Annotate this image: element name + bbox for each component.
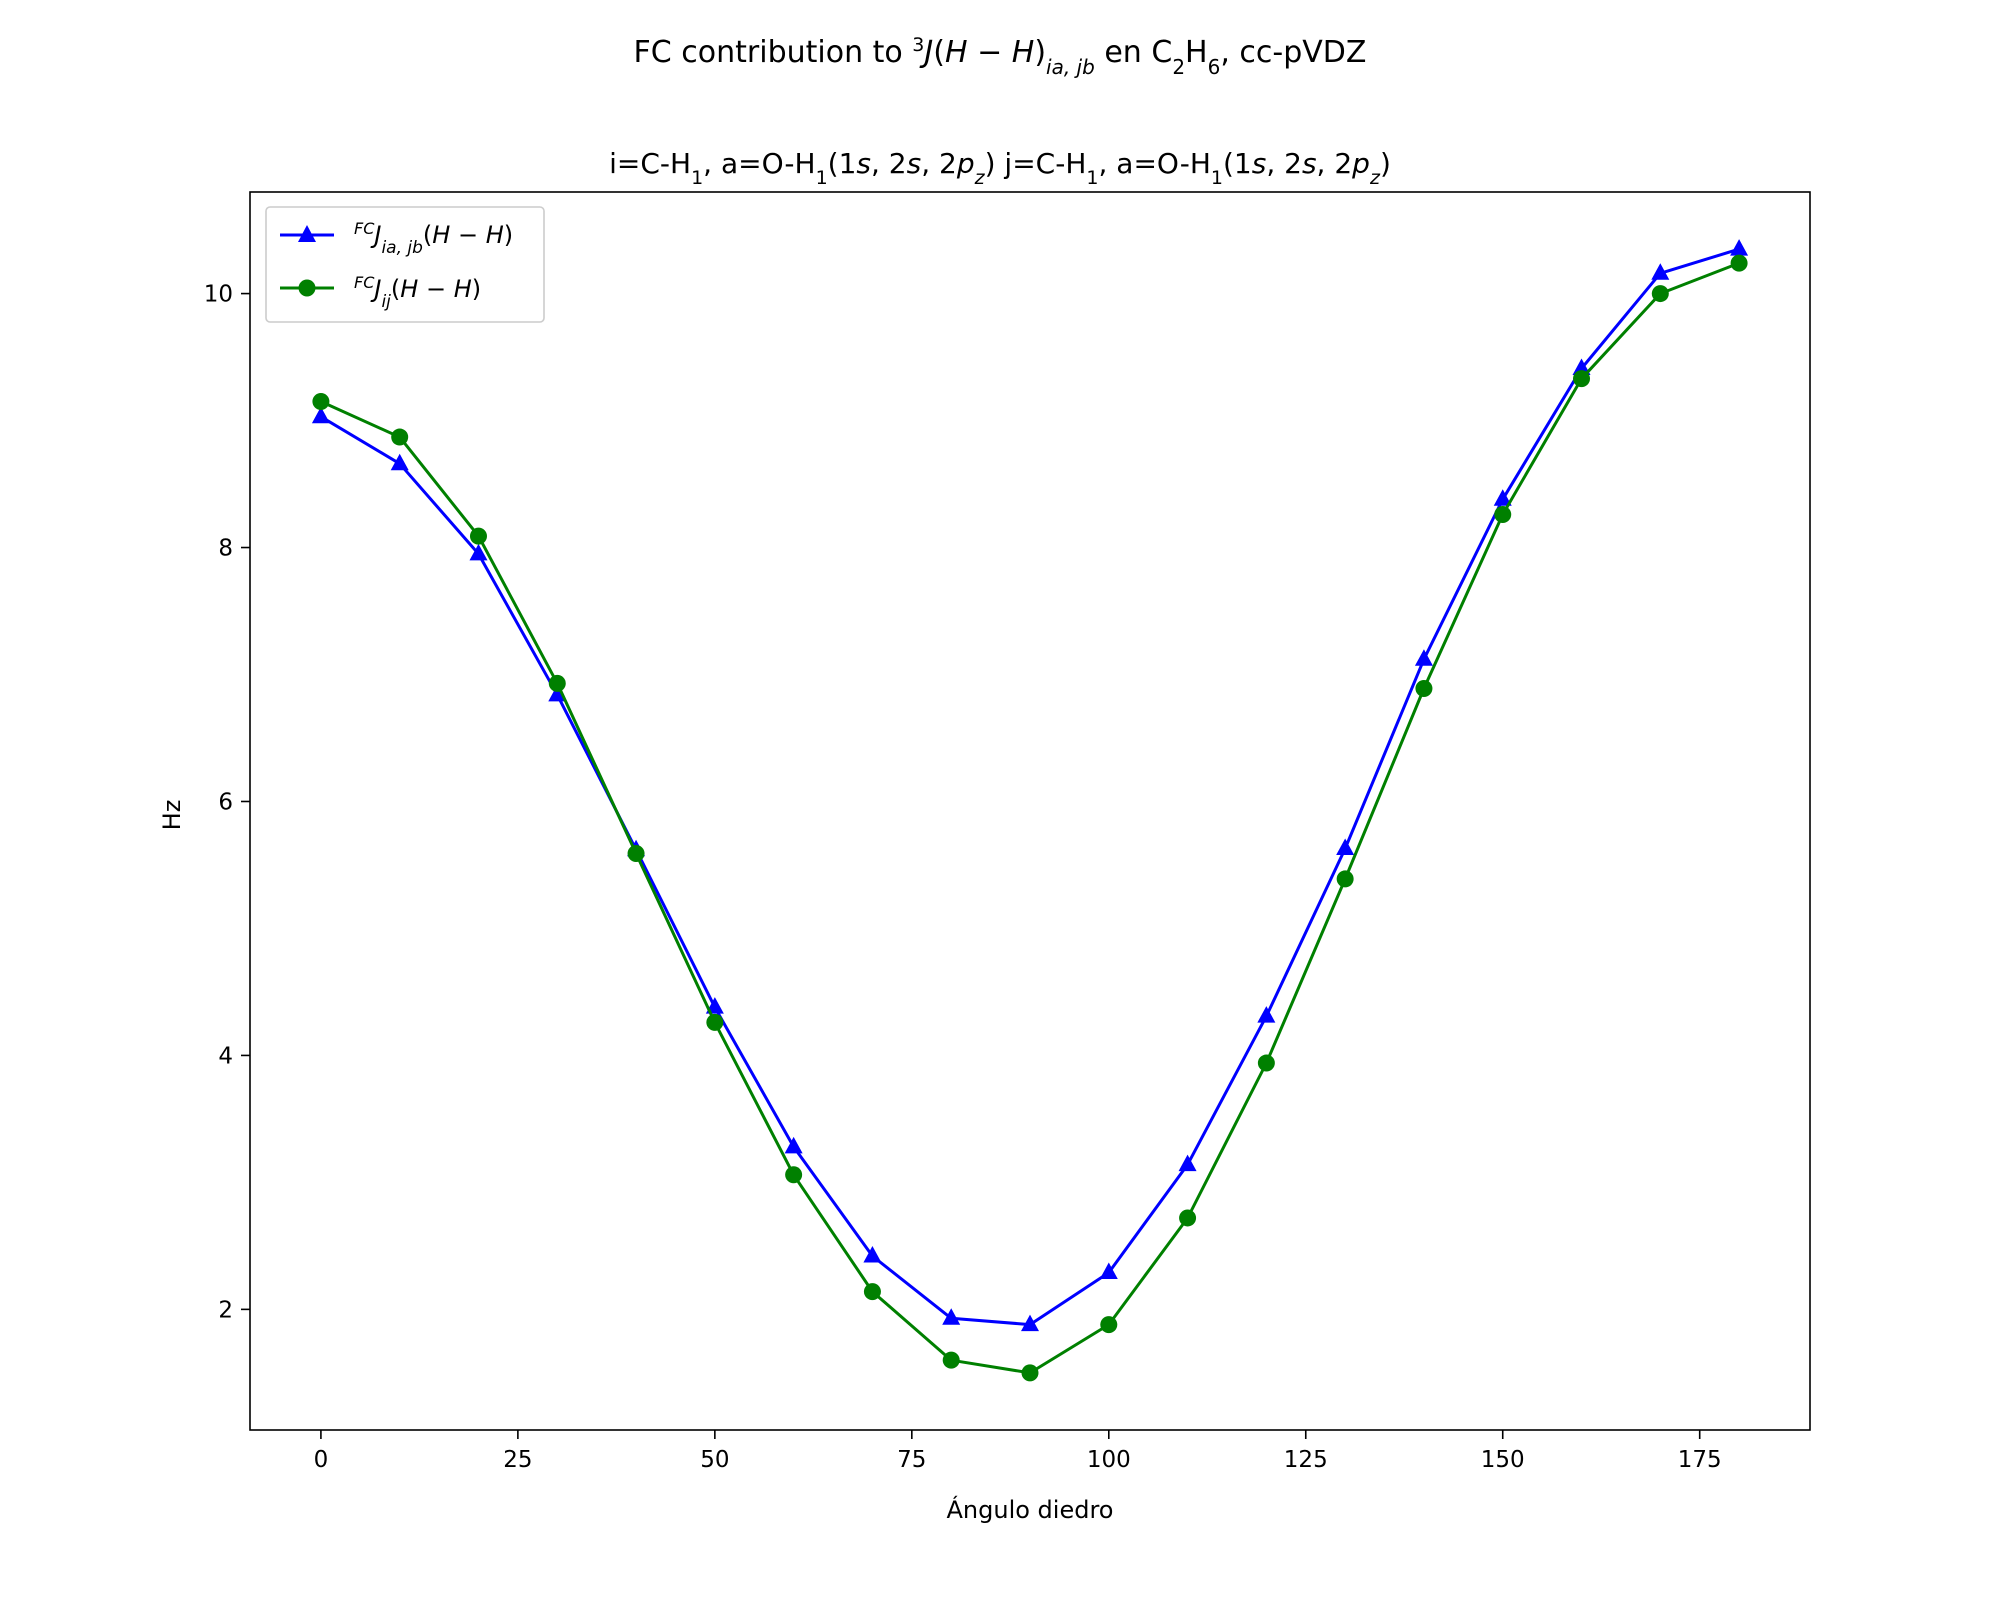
data-point-triangle — [390, 453, 409, 471]
data-point-triangle — [311, 406, 330, 424]
data-point-circle — [1257, 1054, 1275, 1072]
data-point-circle — [706, 1013, 724, 1031]
y-tick-label: 10 — [204, 282, 233, 308]
data-point-circle — [627, 845, 645, 863]
data-point-triangle — [863, 1246, 882, 1263]
series-layer — [311, 239, 1749, 1382]
x-axis: 0 25 50 75 100 125 150 175 — [314, 1430, 1722, 1473]
data-point-triangle — [1178, 1154, 1197, 1172]
x-tick-label: 75 — [897, 1447, 926, 1473]
data-point-triangle — [1572, 358, 1591, 375]
data-point-circle — [312, 393, 330, 411]
data-point-triangle — [1414, 649, 1433, 666]
data-point-circle — [469, 527, 487, 545]
data-point-triangle — [1651, 263, 1670, 280]
legend: FCJia, jb(H − H) FCJij(H − H) — [265, 206, 545, 323]
data-point-triangle — [1493, 489, 1512, 506]
data-point-circle — [1415, 679, 1433, 697]
data-point-triangle — [1021, 1314, 1039, 1332]
x-tick-label: 0 — [314, 1447, 329, 1473]
data-point-circle — [1179, 1209, 1197, 1227]
x-tick-label: 150 — [1481, 1447, 1525, 1473]
x-tick-label: 50 — [700, 1447, 729, 1473]
data-point-circle — [1100, 1316, 1118, 1334]
data-point-circle — [1336, 870, 1354, 888]
data-point-circle — [1651, 285, 1669, 303]
data-point-circle — [548, 674, 566, 692]
legend-marker-circle — [298, 279, 316, 297]
x-tick-label: 100 — [1087, 1447, 1131, 1473]
data-point-triangle — [784, 1136, 803, 1154]
y-axis-label: Hz — [158, 800, 186, 831]
data-point-triangle — [1730, 239, 1749, 256]
y-tick-label: 6 — [218, 789, 233, 815]
data-point-circle — [1494, 506, 1512, 524]
data-point-circle — [785, 1166, 803, 1184]
data-point-circle — [863, 1283, 881, 1301]
x-tick-label: 125 — [1284, 1447, 1328, 1473]
data-point-circle — [391, 428, 409, 446]
data-point-triangle — [942, 1308, 961, 1325]
x-axis-label: Ángulo diedro — [947, 1495, 1114, 1524]
data-point-circle — [1730, 254, 1748, 272]
data-point-triangle — [1099, 1262, 1118, 1280]
x-tick-label: 25 — [503, 1447, 532, 1473]
y-tick-label: 2 — [218, 1297, 233, 1323]
data-point-triangle — [1257, 1006, 1276, 1023]
data-point-circle — [1021, 1364, 1039, 1382]
legend-box — [265, 206, 545, 323]
legend-marker-triangle — [298, 225, 316, 242]
data-point-circle — [1573, 370, 1591, 388]
x-tick-label: 175 — [1678, 1447, 1722, 1473]
data-point-triangle — [1336, 838, 1355, 855]
data-point-circle — [942, 1351, 960, 1369]
data-point-triangle — [548, 684, 567, 702]
plot-area — [249, 191, 1811, 1431]
data-point-triangle — [469, 543, 488, 561]
y-axis: 2 4 6 8 10 — [204, 282, 250, 1323]
y-tick-label: 4 — [218, 1043, 233, 1069]
y-tick-label: 8 — [218, 536, 233, 562]
